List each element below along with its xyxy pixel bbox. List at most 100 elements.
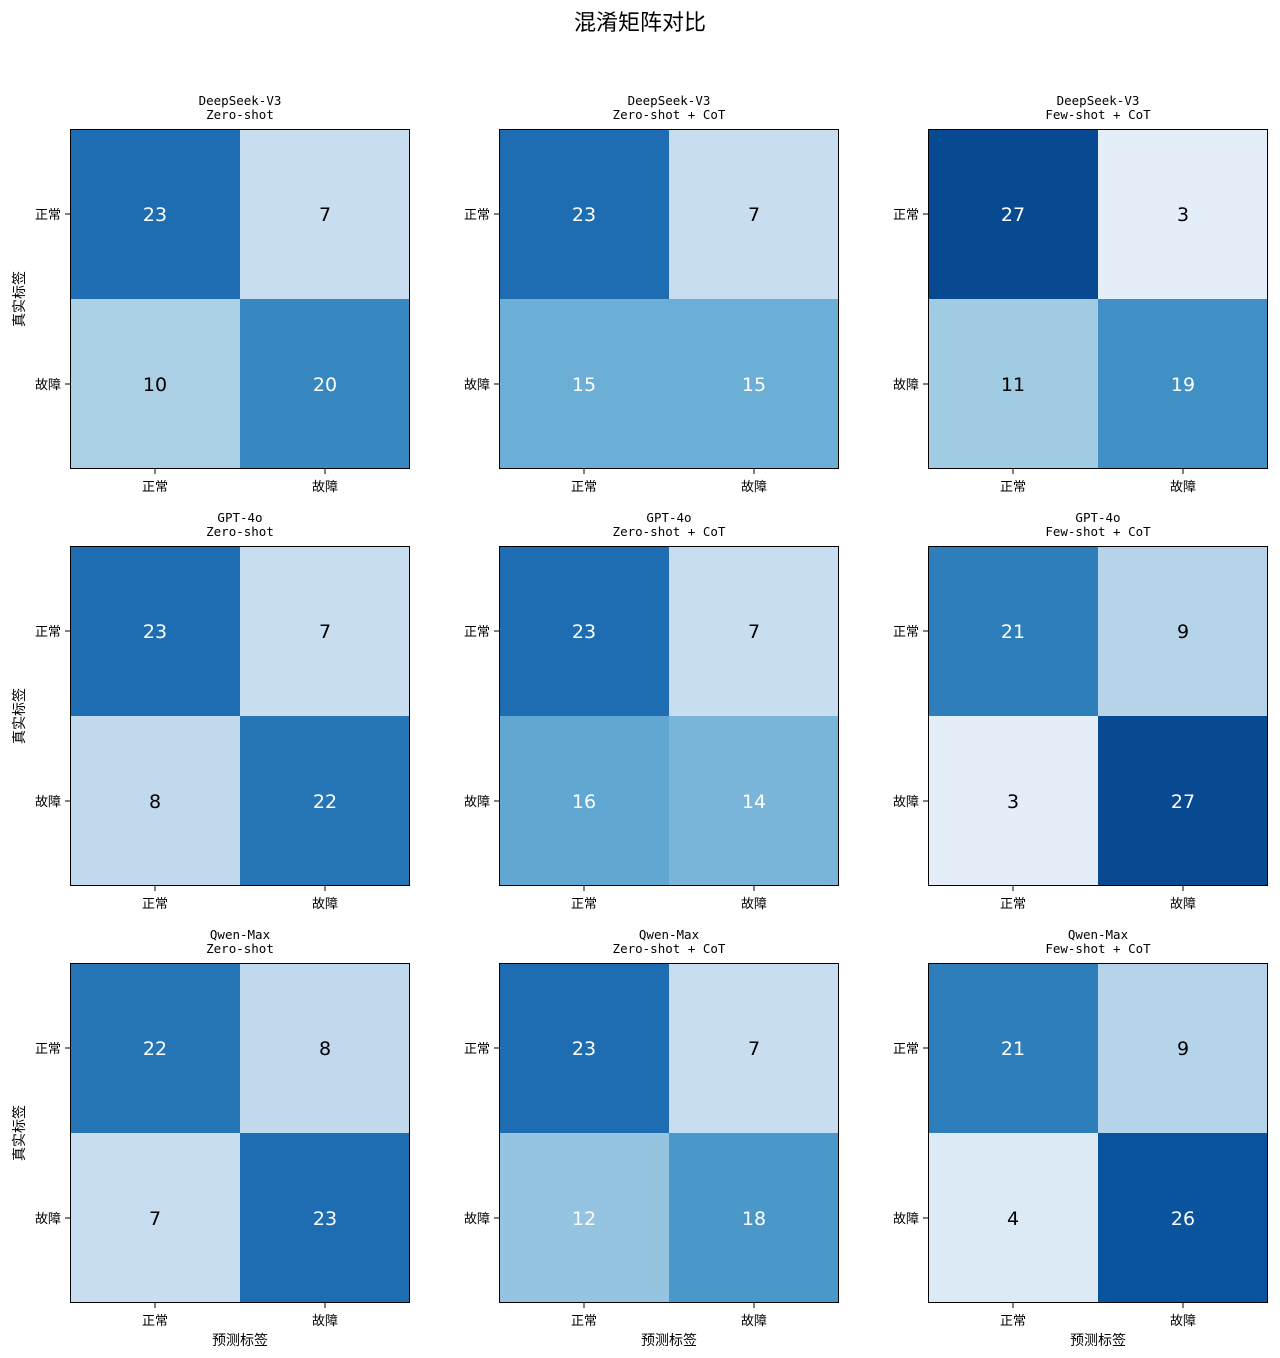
panel-frame [928,129,1268,469]
cell-value-label: 12 [572,1208,596,1230]
cell-value-label: 9 [1177,1038,1189,1060]
x-tick-label: 正常 [1000,897,1026,912]
panel-title-model: Qwen-Max [1068,927,1129,942]
heatmap-cell [1098,129,1268,299]
heatmap-cell [240,546,410,716]
confusion-matrix-panel: DeepSeek-V3Zero-shot + CoT23 715 15正常故障正常故… [464,93,839,495]
heatmap-cell [70,299,240,469]
cell-value-label: 18 [742,1208,766,1230]
cell-value-label: 23 [143,621,167,643]
heatmap-cell [70,129,240,299]
x-tick-label: 正常 [571,1314,597,1329]
cell-value-label: 14 [742,791,766,813]
heatmap-cell [928,546,1098,716]
heatmap-cell [499,716,669,886]
x-tick-label: 故障 [1170,480,1196,495]
x-tick-label: 正常 [1000,480,1026,495]
x-tick-label: 故障 [741,1314,767,1329]
heatmap-cell [499,299,669,469]
heatmap-cell [240,1133,410,1303]
x-tick-label: 正常 [142,897,168,912]
panel-title-setting: Zero-shot + CoT [613,107,726,122]
heatmap-cell [669,299,839,469]
heatmap-cell [928,963,1098,1133]
heatmap-cell [1098,963,1268,1133]
heatmap-cell [1098,299,1268,469]
cell-value-label: 7 [748,621,760,643]
panel-title-setting: Zero-shot + CoT [613,941,726,956]
cell-value-label: 22 [313,791,337,813]
y-tick-label: 正常 [464,1042,490,1057]
x-tick-label: 故障 [1170,1314,1196,1329]
panel-title-model: Qwen-Max [210,927,271,942]
y-tick-label: 故障 [893,1212,919,1227]
cell-value-label: 23 [313,1208,337,1230]
cell-value-label: 26 [1171,1208,1195,1230]
y-tick-label: 正常 [893,208,919,223]
y-tick-label: 故障 [464,378,490,393]
x-tick-label: 故障 [312,1314,338,1329]
cell-value-label: 23 [572,621,596,643]
panel-frame [499,546,839,886]
cell-value-label: 27 [1171,791,1195,813]
y-tick-label: 正常 [35,1042,61,1057]
cell-value-label: 23 [572,1038,596,1060]
heatmap-cell [240,129,410,299]
panel-title-model: GPT-4o [1075,510,1120,525]
cell-value-label: 7 [748,204,760,226]
heatmap-cell [240,963,410,1133]
panel-title-model: DeepSeek-V3 [628,93,711,108]
cell-value-label: 8 [319,1038,331,1060]
panel-title-model: Qwen-Max [639,927,700,942]
cell-value-label: 7 [319,621,331,643]
panel-frame [70,546,410,886]
y-tick-label: 正常 [893,625,919,640]
cell-value-label: 8 [149,791,161,813]
heatmap-cell [669,546,839,716]
cell-value-label: 3 [1177,204,1189,226]
x-tick-label: 正常 [571,897,597,912]
cell-value-label: 16 [572,791,596,813]
panel-title-setting: Zero-shot [206,941,274,956]
panel-frame [70,963,410,1303]
x-tick-label: 正常 [142,480,168,495]
y-axis-label: 真实标签 [11,1105,28,1161]
heatmap-cell [928,129,1098,299]
x-tick-label: 正常 [142,1314,168,1329]
cell-value-label: 19 [1171,374,1195,396]
y-axis-label: 真实标签 [11,271,28,327]
heatmap-cell [928,716,1098,886]
cell-value-label: 15 [742,374,766,396]
panel-title-model: GPT-4o [217,510,262,525]
cell-value-label: 20 [313,374,337,396]
y-tick-label: 故障 [35,1212,61,1227]
panel-title-model: GPT-4o [646,510,691,525]
heatmap-cell [240,299,410,469]
x-tick-label: 故障 [741,480,767,495]
figure-title: 混淆矩阵对比 [574,11,706,36]
heatmap-cell [70,546,240,716]
cell-value-label: 21 [1001,621,1025,643]
panel-title-setting: Few-shot + CoT [1045,941,1151,956]
heatmap-cell [70,1133,240,1303]
cell-value-label: 10 [143,374,167,396]
x-axis-label: 预测标签 [641,1332,697,1349]
y-tick-label: 正常 [464,625,490,640]
panel-frame [499,129,839,469]
heatmap-cell [499,963,669,1133]
heatmap-cell [1098,546,1268,716]
heatmap-cell [1098,716,1268,886]
cell-value-label: 3 [1007,791,1019,813]
heatmap-cell [669,963,839,1133]
panel-title-model: DeepSeek-V3 [1057,93,1140,108]
cell-value-label: 7 [149,1208,161,1230]
cell-value-label: 7 [748,1038,760,1060]
cell-value-label: 22 [143,1038,167,1060]
